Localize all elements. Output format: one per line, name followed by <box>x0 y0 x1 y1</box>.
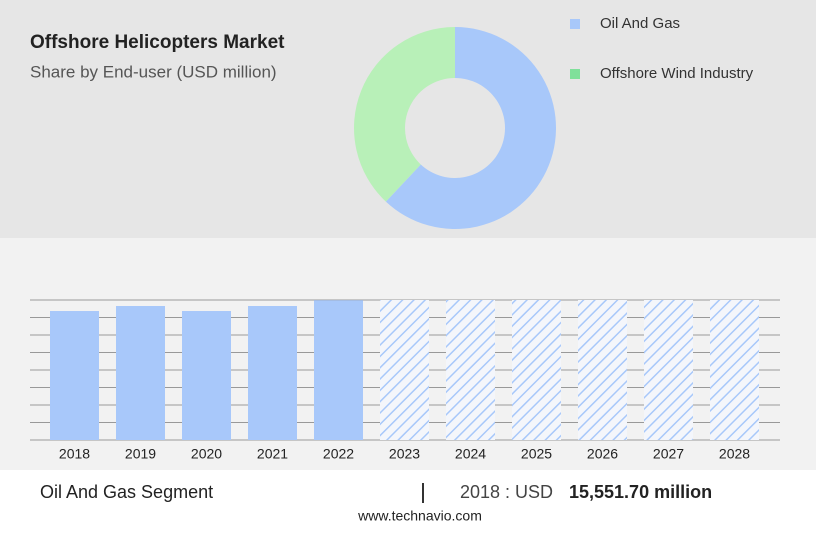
title: Offshore Helicopters Market <box>30 32 285 53</box>
forecast-bar <box>446 300 495 440</box>
footer-panel <box>0 470 816 528</box>
subtitle: Share by End-user (USD million) <box>30 62 277 81</box>
bar-chart: 2018 2019 2020 2021 2022 2023 2024 2025 2026 2027… <box>30 299 780 462</box>
x-tick-label: 2028 <box>719 446 750 462</box>
x-tick-label: 2027 <box>653 446 684 462</box>
year-label: 2018 : USD <box>460 482 553 502</box>
donut-slice <box>354 27 455 202</box>
bar <box>314 300 363 440</box>
bar <box>248 305 297 440</box>
x-tick-label: 2019 <box>125 446 156 462</box>
bar <box>50 311 99 440</box>
segment-label: Oil And Gas Segment <box>40 482 213 502</box>
forecast-bar <box>710 300 759 440</box>
x-tick-label: 2020 <box>191 446 222 462</box>
donut-chart: Oil And Gas Offshore Wind Industry <box>354 15 754 229</box>
x-tick-label: 2023 <box>389 446 420 462</box>
x-tick-label: 2024 <box>455 446 486 462</box>
forecast-bar <box>512 300 561 440</box>
legend-label: Oil And Gas <box>600 15 680 32</box>
x-tick-label: 2022 <box>323 446 354 462</box>
donut-slice <box>385 27 557 229</box>
legend-swatch <box>570 69 580 79</box>
x-tick-label: 2025 <box>521 446 552 462</box>
bar <box>116 305 165 440</box>
x-tick-label: 2026 <box>587 446 618 462</box>
legend-label: Offshore Wind Industry <box>600 65 754 82</box>
forecast-bar <box>578 300 627 440</box>
x-tick-label: 2021 <box>257 446 288 462</box>
forecast-bar <box>644 300 693 440</box>
forecast-bar <box>380 300 429 440</box>
bar <box>182 311 231 440</box>
value-label: 15,551.70 million <box>569 482 712 502</box>
x-tick-label: 2018 <box>59 446 90 462</box>
source: www.technavio.com <box>357 508 482 524</box>
legend-swatch <box>570 19 580 29</box>
